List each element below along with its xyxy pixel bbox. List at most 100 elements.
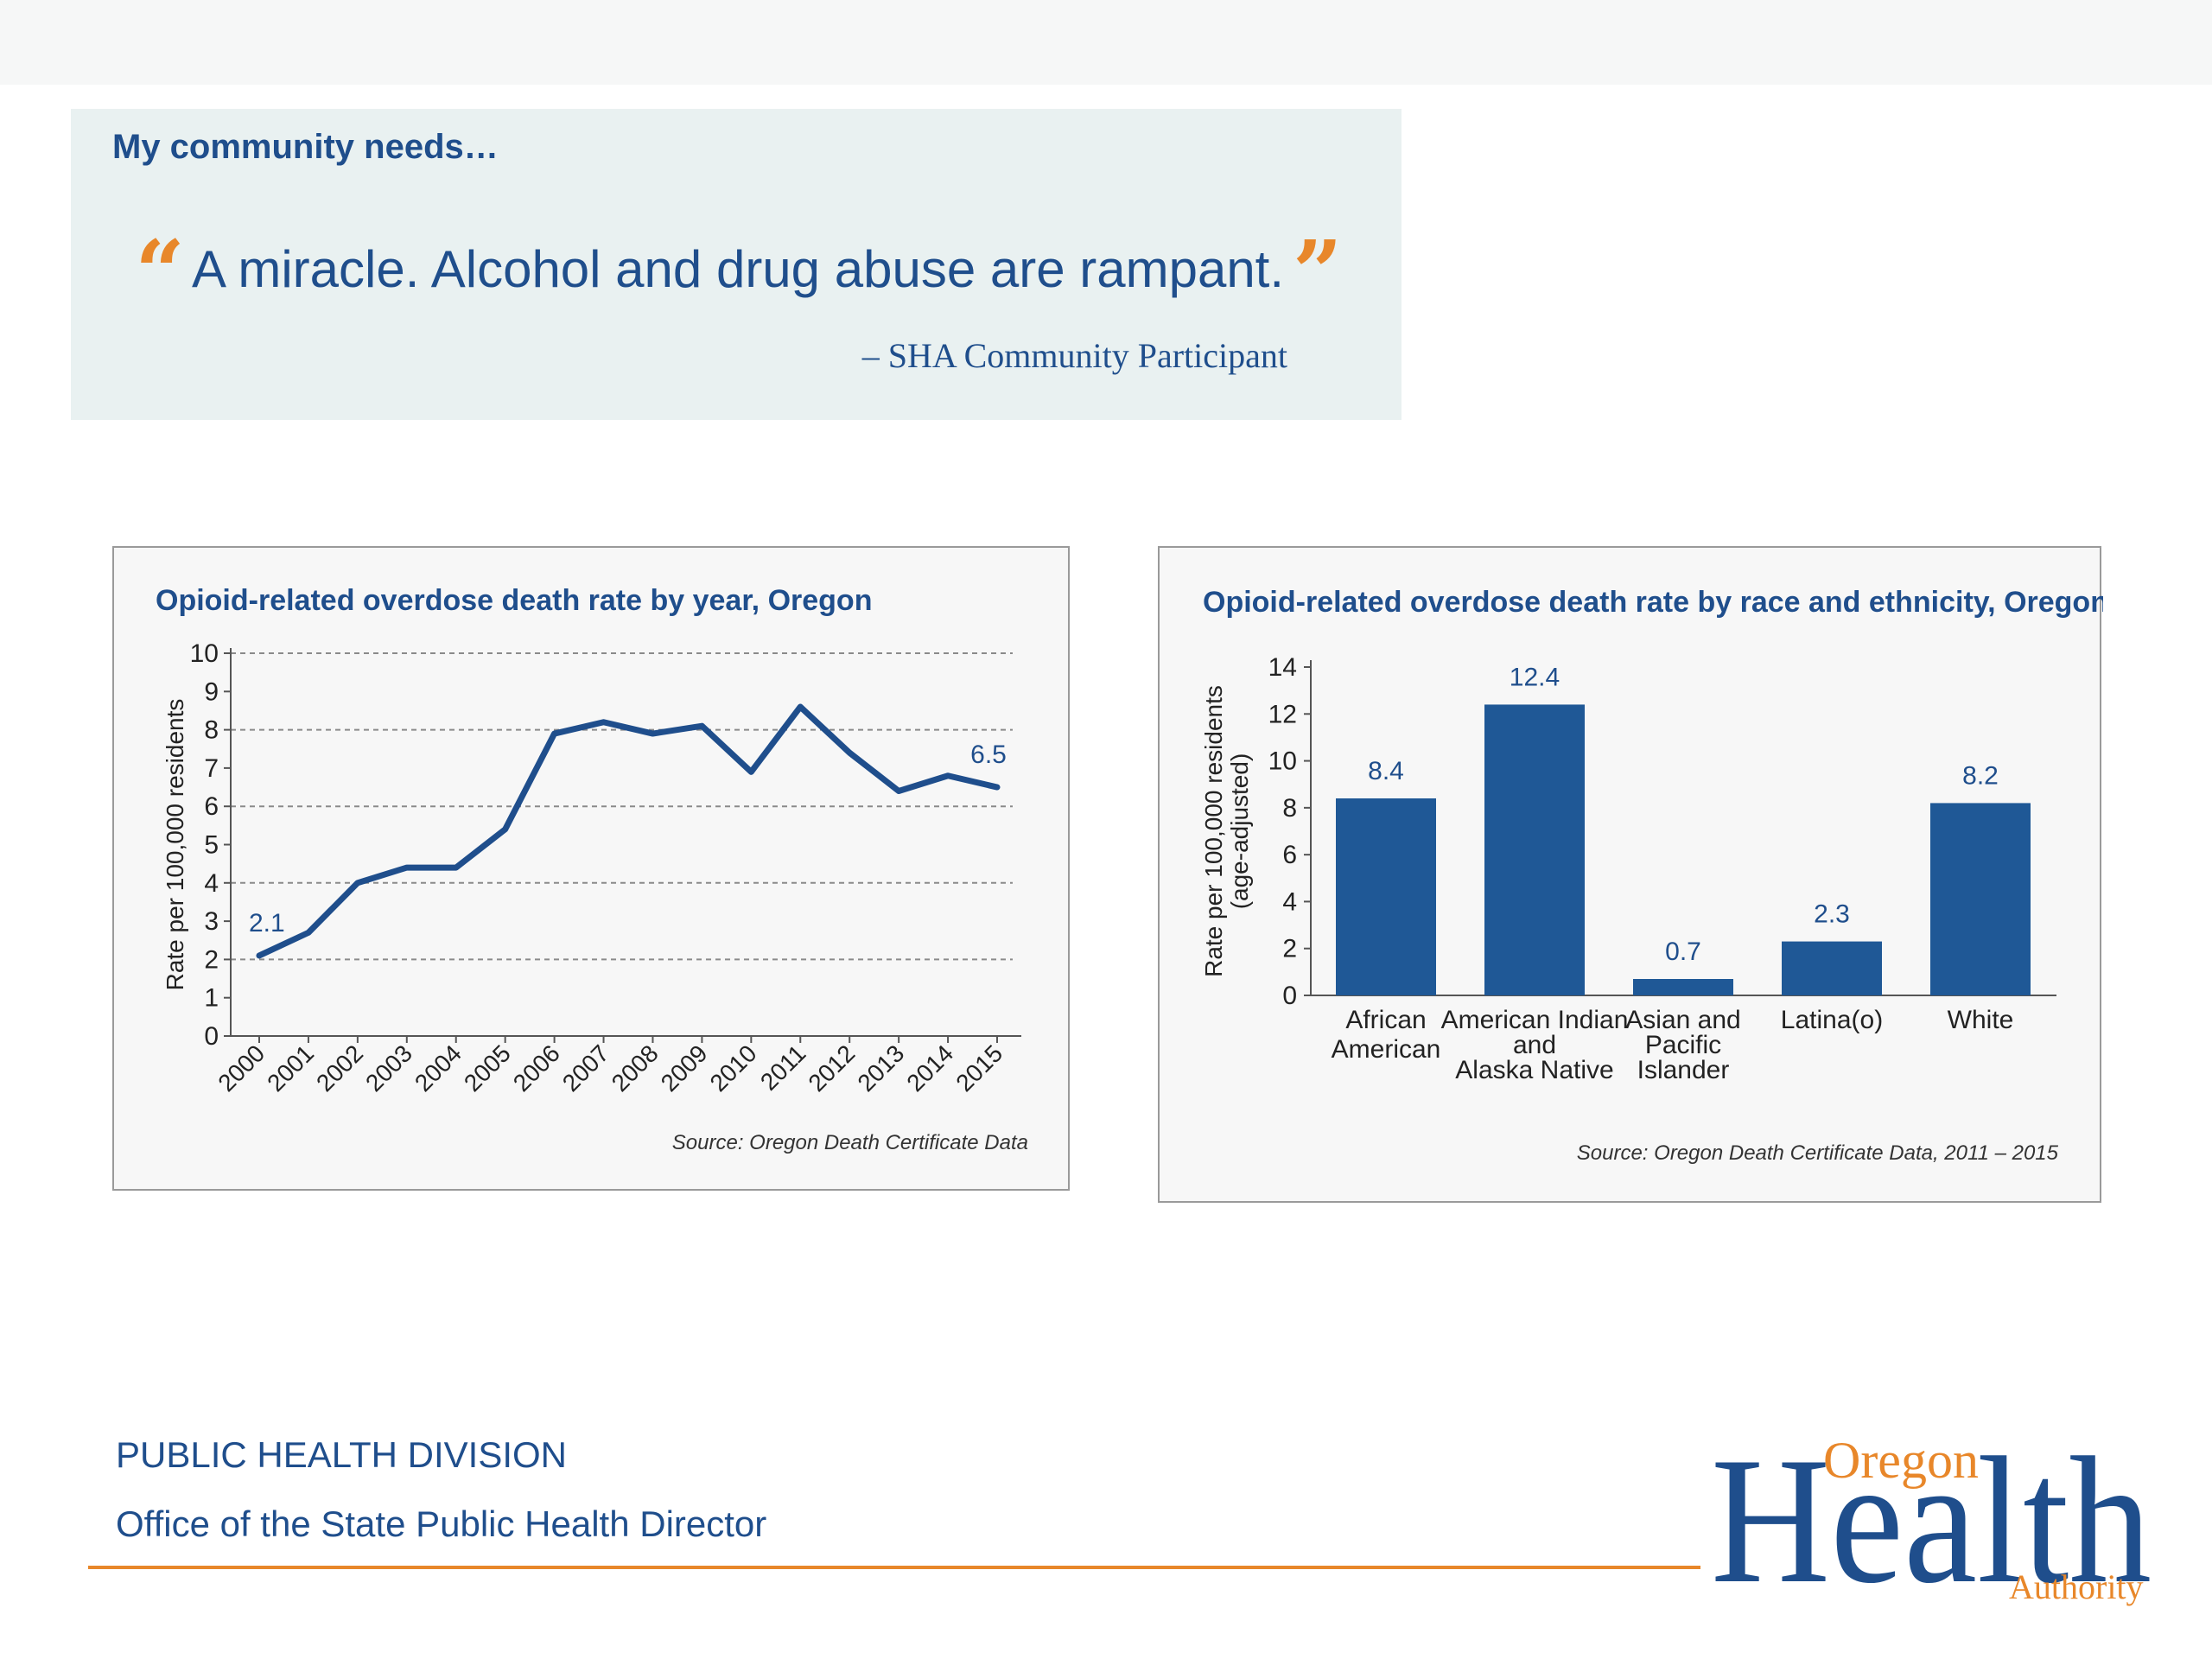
data-point [454, 866, 458, 870]
y-axis-title: Rate per 100,000 residents [162, 699, 188, 991]
y-tick-label: 2 [1282, 935, 1297, 963]
y-tick-label: 10 [190, 639, 219, 668]
line-chart-title: Opioid-related overdose death rate by ye… [156, 584, 872, 617]
data-point [848, 751, 852, 755]
x-tick-label: 2011 [755, 1039, 811, 1096]
y-tick-label: 10 [1268, 747, 1297, 776]
x-tick-label: 2001 [262, 1039, 319, 1096]
bar [1336, 798, 1436, 995]
x-tick-label: 2008 [607, 1039, 664, 1096]
bar [1930, 803, 2031, 995]
data-point [798, 705, 803, 709]
data-point [897, 789, 901, 793]
y-tick-label: 8 [204, 716, 219, 745]
y-tick-label: 6 [1282, 841, 1297, 869]
bar-chart-source: Source: Oregon Death Certificate Data, 2… [1577, 1141, 2059, 1165]
data-point [601, 720, 606, 724]
y-tick-label: 5 [204, 831, 219, 860]
bar-chart-title: Opioid-related overdose death rate by ra… [1203, 586, 2103, 619]
y-tick-label: 4 [1282, 887, 1297, 916]
footer-office: Office of the State Public Health Direct… [116, 1503, 767, 1544]
open-quote-mark: “ [135, 221, 184, 323]
quote-text: A miracle. Alcohol and drug abuse are ra… [191, 240, 1285, 298]
data-point [651, 732, 655, 736]
bar [1633, 979, 1733, 995]
category-label: Alaska Native [1455, 1056, 1613, 1084]
bar-chart: Opioid-related overdose death rate by ra… [1200, 586, 2103, 1165]
line-chart-panel: Opioid-related overdose death rate by ye… [112, 546, 1070, 1191]
y-axis-title: (age-adjusted) [1226, 753, 1253, 910]
close-quote-mark: ” [1293, 221, 1342, 323]
y-tick-label: 6 [204, 792, 219, 821]
y-tick-label: 9 [204, 677, 219, 706]
y-tick-label: 7 [204, 754, 219, 783]
x-tick-label: 2015 [950, 1039, 1007, 1096]
line-chart: Opioid-related overdose death rate by ye… [156, 584, 1028, 1154]
x-tick-label: 2004 [410, 1039, 467, 1096]
x-tick-label: 2014 [901, 1039, 958, 1096]
x-tick-label: 2006 [508, 1039, 565, 1096]
y-tick-label: 0 [204, 1022, 219, 1051]
category-label: Latina(o) [1781, 1006, 1883, 1034]
y-tick-label: 0 [1282, 982, 1297, 1010]
category-label: Pacific [1645, 1031, 1721, 1059]
bar-value-label: 8.4 [1368, 757, 1404, 785]
bar-chart-panel: Opioid-related overdose death rate by ra… [1158, 546, 2103, 1203]
x-tick-label: 2012 [803, 1039, 860, 1096]
data-point [946, 773, 950, 778]
x-tick-label: 2009 [656, 1039, 713, 1096]
quote-box: My community needs… “A miracle. Alcohol … [71, 109, 1402, 420]
x-tick-label: 2013 [852, 1039, 909, 1096]
y-tick-label: 14 [1268, 653, 1297, 682]
x-tick-label: 2003 [360, 1039, 417, 1096]
y-tick-label: 1 [204, 984, 219, 1013]
bar [1484, 704, 1585, 995]
category-label: African [1345, 1006, 1426, 1034]
data-point [995, 785, 999, 790]
data-point [552, 732, 556, 736]
x-tick-label: 2010 [705, 1039, 762, 1096]
data-point [503, 827, 507, 831]
y-tick-label: 3 [204, 907, 219, 936]
footer-division: PUBLIC HEALTH DIVISION [116, 1434, 568, 1475]
data-point [355, 880, 359, 885]
quote-attribution: – SHA Community Participant [861, 336, 1287, 375]
bar-value-label: 12.4 [1510, 663, 1560, 691]
logo-word-bottom: Authority [2009, 1567, 2144, 1606]
category-label: Asian and [1625, 1006, 1740, 1034]
top-band [0, 0, 2212, 85]
category-label: White [1948, 1006, 2014, 1034]
x-tick-label: 2000 [213, 1039, 270, 1096]
line-chart-source: Source: Oregon Death Certificate Data [672, 1131, 1028, 1154]
data-label: 6.5 [970, 741, 1007, 769]
category-label: and [1513, 1031, 1556, 1059]
category-label: Islander [1637, 1056, 1730, 1084]
footer-divider [88, 1566, 1700, 1569]
data-point [306, 931, 310, 935]
quote-line: “A miracle. Alcohol and drug abuse are r… [71, 221, 1402, 323]
y-axis-title: Rate per 100,000 residents [1200, 685, 1227, 977]
data-point [749, 770, 753, 774]
data-point [257, 953, 261, 957]
y-tick-label: 4 [204, 869, 219, 898]
quote-heading: My community needs… [112, 128, 499, 166]
bar [1782, 941, 1882, 995]
category-label: American [1332, 1035, 1441, 1064]
logo-word-main: Health [1711, 1426, 2152, 1607]
x-tick-label: 2005 [459, 1039, 516, 1096]
oha-logo: Health Oregon Authority [1711, 1426, 2152, 1607]
data-label: 2.1 [249, 909, 285, 938]
data-point [700, 724, 704, 728]
data-point [404, 866, 409, 870]
category-label: American Indian [1441, 1006, 1629, 1034]
x-tick-label: 2002 [311, 1039, 368, 1096]
bar-value-label: 0.7 [1665, 938, 1701, 966]
bar-value-label: 2.3 [1814, 900, 1850, 929]
y-tick-label: 8 [1282, 794, 1297, 823]
series-line [256, 703, 1001, 959]
logo-word-top: Oregon [1823, 1432, 1979, 1489]
bar-value-label: 8.2 [1962, 761, 1999, 790]
y-tick-label: 2 [204, 945, 219, 974]
y-tick-label: 12 [1268, 700, 1297, 728]
x-tick-label: 2007 [557, 1039, 614, 1096]
